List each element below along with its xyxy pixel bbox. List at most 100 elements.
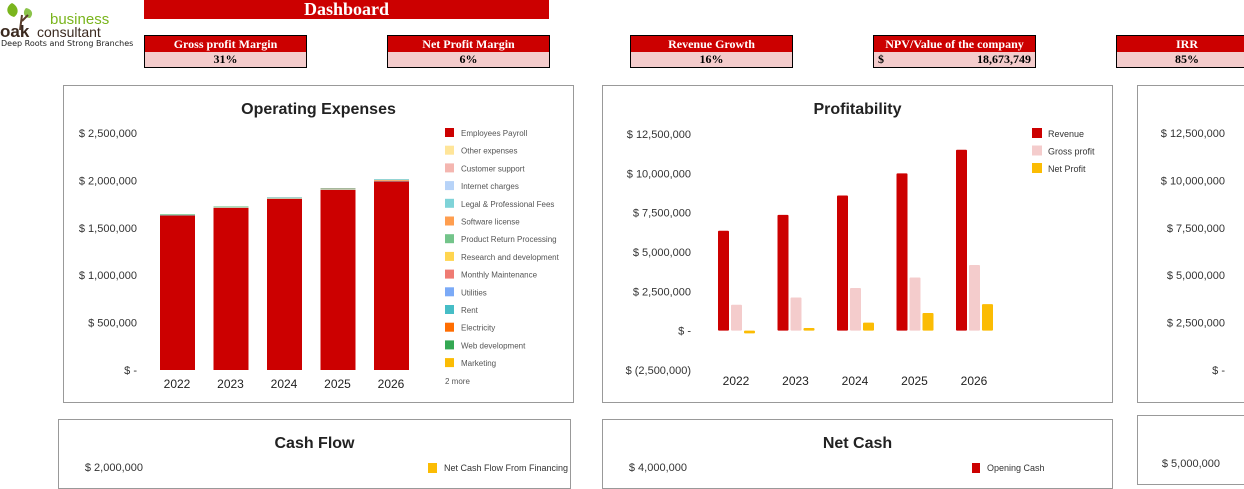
legend-label: Research and development xyxy=(461,253,560,262)
bar xyxy=(910,277,921,330)
y-tick-label: $ 12,500,000 xyxy=(627,129,691,141)
kpi-npv: NPV/Value of the company $18,673,749 xyxy=(873,35,1036,68)
legend-swatch xyxy=(445,323,454,332)
partial-chart-right: $ 12,500,000$ 10,000,000$ 7,500,000$ 5,0… xyxy=(1137,85,1244,403)
y-tick-label: $ 7,500,000 xyxy=(1167,223,1225,235)
bar xyxy=(863,323,874,331)
legend-label: Legal & Professional Fees xyxy=(461,200,554,209)
legend-swatch xyxy=(445,128,454,137)
legend-swatch xyxy=(445,252,454,261)
legend-label: Marketing xyxy=(461,359,496,368)
kpi-label: Revenue Growth xyxy=(631,36,792,52)
x-tick-label: 2026 xyxy=(961,374,988,388)
legend-label: Other expenses xyxy=(461,147,517,156)
kpi-revenue-growth: Revenue Growth 16% xyxy=(630,35,793,68)
y-tick-label: $ 5,000,000 xyxy=(1162,458,1220,470)
kpi-value-text: 85% xyxy=(1175,52,1199,67)
kpi-currency: $ xyxy=(878,52,884,67)
x-tick-label: 2023 xyxy=(782,374,809,388)
kpi-value-text: 16% xyxy=(700,52,724,67)
bar-segment xyxy=(214,208,249,370)
y-tick-label: $ 1,000,000 xyxy=(79,270,137,282)
legend-label: Net Profit xyxy=(1048,164,1086,174)
dashboard-title: Dashboard xyxy=(144,0,549,19)
y-tick-label: $ 2,500,000 xyxy=(1167,318,1225,330)
y-tick-label: $ 4,000,000 xyxy=(629,462,687,474)
bar-segment xyxy=(321,190,356,370)
bar-segment xyxy=(160,215,195,216)
y-tick-label: $ 2,000,000 xyxy=(79,175,137,187)
y-tick-label: $ 2,000,000 xyxy=(85,462,143,474)
legend-swatch xyxy=(1032,128,1042,138)
bar xyxy=(956,150,967,331)
kpi-net-profit-margin: Net Profit Margin 6% xyxy=(387,35,550,68)
legend-swatch xyxy=(445,217,454,226)
profitability-chart: Profitability $ 12,500,000$ 10,000,000$ … xyxy=(602,85,1113,403)
x-tick-label: 2022 xyxy=(723,374,750,388)
y-tick-label: $ 7,500,000 xyxy=(633,208,691,220)
legend-label: Net Cash Flow From Financing Activities xyxy=(444,463,570,473)
x-tick-label: 2025 xyxy=(324,377,351,391)
y-tick-label: $ - xyxy=(124,365,137,377)
y-tick-label: $ 2,500,000 xyxy=(79,128,137,140)
legend-label: Customer support xyxy=(461,164,525,173)
legend-label: Revenue xyxy=(1048,129,1084,139)
bar-segment xyxy=(374,181,409,370)
bar xyxy=(982,304,993,331)
legend-label: Product Return Processing xyxy=(461,235,557,244)
legend-label: Employees Payroll xyxy=(461,129,527,138)
bar xyxy=(778,215,789,331)
bar-segment xyxy=(160,215,195,370)
y-tick-label: $ 5,000,000 xyxy=(1167,270,1225,282)
legend-label: Rent xyxy=(461,306,479,315)
bar-segment xyxy=(267,199,302,370)
y-tick-label: $ 2,500,000 xyxy=(633,286,691,298)
kpi-label: Net Profit Margin xyxy=(388,36,549,52)
bar-segment xyxy=(267,198,302,199)
operating-expenses-chart: Operating Expenses $ 2,500,000$ 2,000,00… xyxy=(63,85,574,403)
kpi-value: 85% xyxy=(1117,52,1244,67)
bar-segment xyxy=(374,181,409,182)
legend-swatch xyxy=(445,181,454,190)
legend-swatch xyxy=(445,305,454,314)
legend-swatch xyxy=(445,287,454,296)
kpi-value-text: 18,673,749 xyxy=(977,52,1031,67)
logo-oak: oak xyxy=(0,22,30,40)
bar xyxy=(850,288,861,331)
x-tick-label: 2025 xyxy=(901,374,928,388)
legend-swatch xyxy=(445,358,454,367)
legend-label: Gross profit xyxy=(1048,147,1095,157)
legend-swatch xyxy=(1032,163,1042,173)
legend-swatch xyxy=(445,199,454,208)
legend-more: 2 more xyxy=(445,377,470,386)
kpi-label: NPV/Value of the company xyxy=(874,36,1035,52)
bar xyxy=(804,328,815,331)
bar xyxy=(969,265,980,331)
y-tick-label: $ 12,500,000 xyxy=(1161,128,1225,140)
legend-swatch xyxy=(445,163,454,172)
legend-label: Opening Cash xyxy=(987,463,1045,473)
legend-swatch xyxy=(445,340,454,349)
legend-label: Web development xyxy=(461,341,526,350)
bar-segment xyxy=(374,180,409,181)
bar-segment xyxy=(160,214,195,215)
y-tick-label: $ (2,500,000) xyxy=(626,365,691,377)
bar-segment xyxy=(374,179,409,180)
x-tick-label: 2024 xyxy=(842,374,869,388)
kpi-label: IRR xyxy=(1117,36,1244,52)
y-tick-label: $ 500,000 xyxy=(88,318,137,330)
bar xyxy=(718,231,729,331)
legend-swatch xyxy=(972,463,980,473)
legend-label: Electricity xyxy=(461,324,495,333)
kpi-value: 6% xyxy=(388,52,549,67)
logo-tagline: Deep Roots and Strong Branches xyxy=(1,39,133,48)
legend-label: Monthly Maintenance xyxy=(461,271,538,280)
y-tick-label: $ - xyxy=(1212,365,1225,377)
y-tick-label: $ - xyxy=(678,326,691,338)
bar-segment xyxy=(267,198,302,199)
kpi-value-text: 6% xyxy=(460,52,478,67)
x-tick-label: 2022 xyxy=(164,377,191,391)
legend-swatch xyxy=(445,234,454,243)
x-tick-label: 2023 xyxy=(217,377,244,391)
kpi-value: 16% xyxy=(631,52,792,67)
